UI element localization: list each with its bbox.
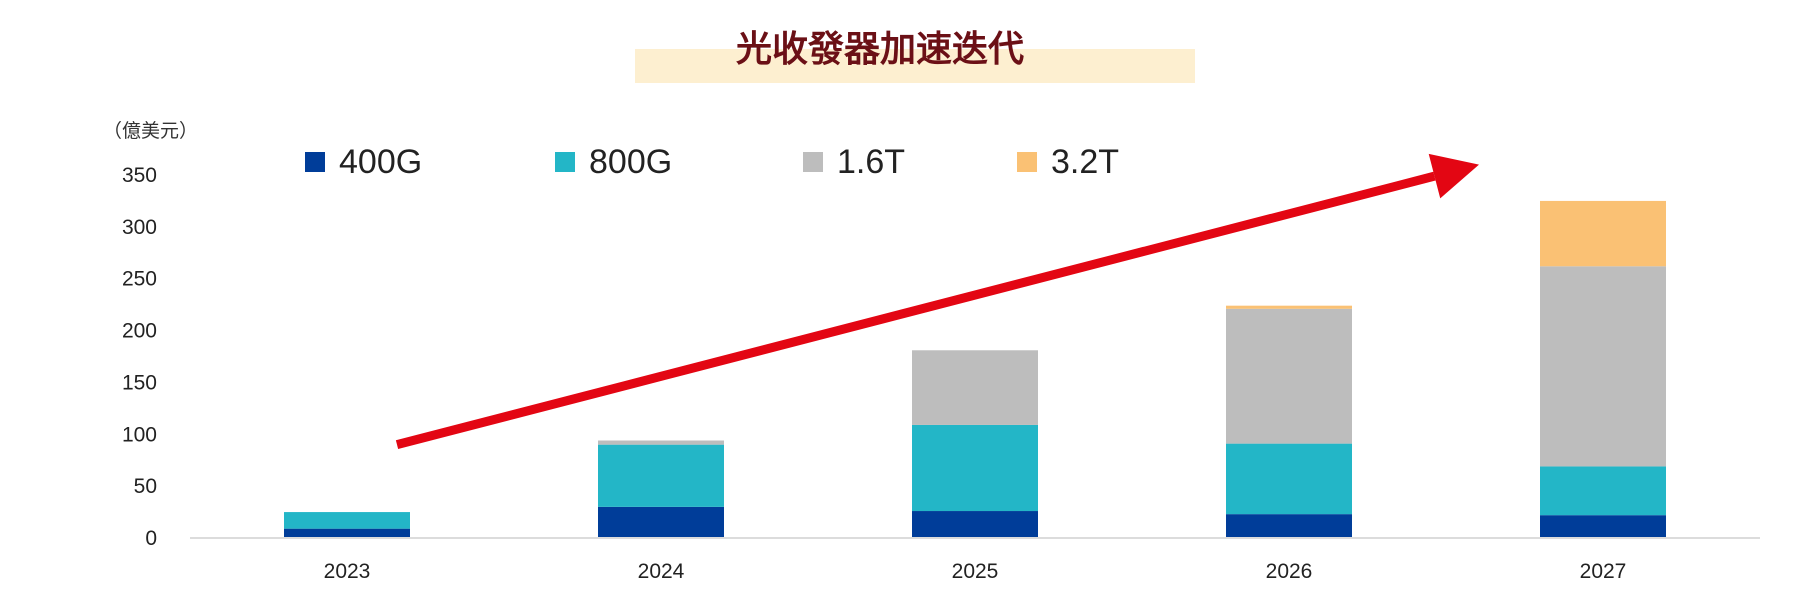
bar-segment [912,350,1038,425]
x-tick-label: 2023 [324,560,371,583]
bar-segment [1226,308,1352,444]
bar-segment [1540,266,1666,467]
legend-swatch [555,152,575,172]
bar-segment [1226,305,1352,309]
y-tick-label: 200 [122,320,157,343]
y-tick-label: 150 [122,371,157,394]
y-tick-label: 50 [134,475,157,498]
bar-segment [1226,443,1352,515]
legend-swatch [1017,152,1037,172]
legend-swatch [305,152,325,172]
bar-segment [598,506,724,538]
legend: 400G 800G 1.6T 3.2T [305,143,1119,181]
bar-segment [598,440,724,445]
legend-label: 3.2T [1051,143,1119,181]
y-tick-label: 250 [122,268,157,291]
bar-segment [1540,200,1666,267]
y-tick-label: 350 [122,164,157,187]
bar-segment [912,511,1038,538]
y-tick-label: 300 [122,216,157,239]
x-tick-label: 2025 [952,560,999,583]
bar-segment [598,444,724,507]
bar-segment [912,424,1038,512]
trend-arrow-head [1428,153,1479,199]
bar-segment [284,528,410,538]
x-tick-label: 2026 [1266,560,1313,583]
y-tick-label: 100 [122,423,157,446]
bar-segment [284,512,410,529]
chart-title: 光收發器加速迭代 [736,29,1024,70]
legend-swatch [803,152,823,172]
x-axis: 2023 2024 2025 2026 2027 [324,560,1627,583]
bar-segment [1540,515,1666,538]
y-tick-label: 0 [145,527,157,550]
bars [284,200,1666,538]
legend-label: 400G [339,143,422,181]
y-axis-unit-label: （億美元） [103,120,198,142]
annotations [395,153,1479,450]
bar-segment [1540,466,1666,516]
x-tick-label: 2024 [638,560,685,583]
title-background [635,49,1195,83]
bar-segment [1226,514,1352,538]
legend-label: 800G [589,143,672,181]
x-tick-label: 2027 [1580,560,1627,583]
legend-label: 1.6T [837,143,905,181]
trend-arrow-shaft [395,171,1436,450]
y-axis: 0 50 100 150 200 250 300 350 [122,164,157,550]
